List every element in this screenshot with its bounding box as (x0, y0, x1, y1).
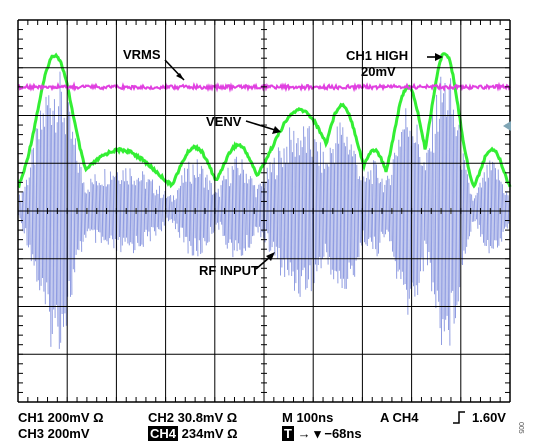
t-offset-readout: T → ▾ −68ns (282, 426, 362, 441)
timebase-readout: M 100ns (282, 410, 334, 425)
rf-input-label: RF INPUT (199, 263, 259, 278)
trigger-level-readout: 1.60V (472, 410, 506, 425)
vrms-arrowhead-icon (176, 73, 184, 80)
vrms-label: VRMS (123, 47, 161, 62)
ch3-readout: CH3 200mV (18, 426, 90, 441)
ch1-high-label-line2: 20mV (361, 64, 396, 79)
ch1-high-arrowhead-icon (435, 53, 443, 61)
t-offset-value: −68ns (324, 426, 362, 441)
triangle-down-icon: ▾ (314, 426, 321, 441)
figure-id: 005 (517, 422, 524, 434)
ch4-badge: CH4 (148, 426, 179, 441)
venv-arrowhead-icon (272, 126, 281, 134)
ch1-level-marker-icon (503, 121, 511, 131)
ch2-readout: CH2 30.8mV Ω (148, 410, 238, 425)
ch4-readout: CH4 234mV Ω (148, 426, 238, 441)
graticule (17, 19, 511, 403)
venv-label: VENV (206, 114, 242, 129)
rising-edge-icon (453, 411, 465, 424)
ch1-high-label-line1: CH1 HIGH (346, 48, 408, 63)
ch1-readout: CH1 200mV Ω (18, 410, 104, 425)
trigger-source-readout: A CH4 (380, 410, 419, 425)
t-badge: T (282, 426, 294, 441)
venv-arrow (245, 120, 276, 131)
arrow-right-icon: → (297, 426, 311, 441)
rf-input-arrow (255, 256, 271, 270)
rf-input-arrowhead-icon (266, 252, 275, 261)
ch4-value: 234mV Ω (181, 426, 238, 441)
